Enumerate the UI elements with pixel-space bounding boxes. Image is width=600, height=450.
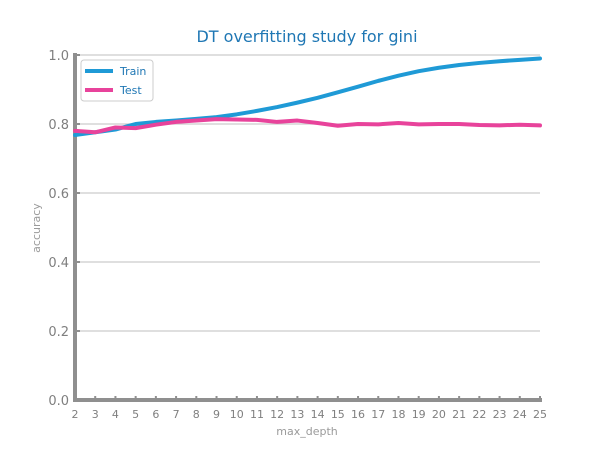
y-tick-labels: 0.0 0.2 0.4 0.6 0.8 1.0 xyxy=(48,49,69,409)
x-tick-label: 13 xyxy=(290,408,304,421)
x-tick-label: 11 xyxy=(250,408,264,421)
x-tick-label: 20 xyxy=(432,408,446,421)
legend-label: Train xyxy=(119,65,146,78)
x-tick-label: 16 xyxy=(351,408,365,421)
y-tick-label: 0.0 xyxy=(48,394,69,409)
x-tick-label: 15 xyxy=(331,408,345,421)
x-tick-label: 7 xyxy=(173,408,180,421)
x-tick-label: 25 xyxy=(533,408,547,421)
x-tick-label: 19 xyxy=(412,408,426,421)
gridlines xyxy=(75,54,540,401)
x-tick-label: 9 xyxy=(213,408,220,421)
x-tick-labels: 2 3 4 5 6 7 8 9 10 11 12 13 14 15 16 17 18 19 20 21 22 23 24 25 xyxy=(72,408,548,421)
x-tick-label: 12 xyxy=(270,408,284,421)
x-tick-label: 17 xyxy=(371,408,385,421)
x-axis-label: max_depth xyxy=(276,425,338,438)
chart-title: DT overfitting study for gini xyxy=(196,27,417,46)
x-tick-label: 21 xyxy=(452,408,466,421)
x-tick-label: 5 xyxy=(132,408,139,421)
x-tick-label: 22 xyxy=(472,408,486,421)
series-line-test xyxy=(73,117,542,135)
y-tick-label: 0.8 xyxy=(48,118,69,133)
x-tick-label: 3 xyxy=(92,408,99,421)
y-tick-label: 0.4 xyxy=(48,256,69,271)
series-lines xyxy=(73,56,542,138)
x-tick-label: 18 xyxy=(391,408,405,421)
series-line-train xyxy=(73,56,542,138)
y-tick-label: 1.0 xyxy=(48,49,69,64)
x-tick-label: 23 xyxy=(493,408,507,421)
x-tick-label: 4 xyxy=(112,408,119,421)
x-tick-label: 14 xyxy=(311,408,325,421)
x-tick-label: 2 xyxy=(72,408,79,421)
y-tick-label: 0.6 xyxy=(48,187,69,202)
x-tick-label: 10 xyxy=(230,408,244,421)
y-tick-label: 0.2 xyxy=(48,325,69,340)
legend-label: Test xyxy=(119,84,142,97)
x-tick-label: 8 xyxy=(193,408,200,421)
x-tick-label: 24 xyxy=(513,408,527,421)
axes xyxy=(73,53,542,402)
legend: Train Test xyxy=(80,59,154,102)
x-tick-label: 6 xyxy=(152,408,159,421)
y-axis-label: accuracy xyxy=(30,203,43,253)
